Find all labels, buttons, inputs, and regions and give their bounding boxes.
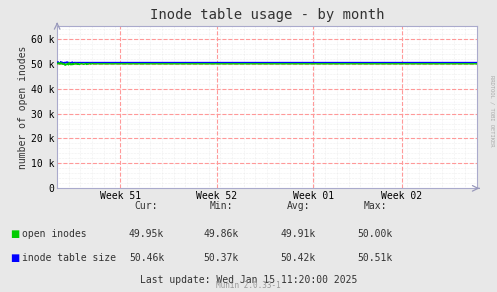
Text: inode table size: inode table size [22,253,116,263]
Text: 49.95k: 49.95k [129,229,164,239]
Text: Min:: Min: [209,201,233,211]
Text: 49.91k: 49.91k [281,229,316,239]
Text: 50.37k: 50.37k [204,253,239,263]
Text: Max:: Max: [363,201,387,211]
Text: Last update: Wed Jan 15 11:20:00 2025: Last update: Wed Jan 15 11:20:00 2025 [140,275,357,285]
Text: 50.46k: 50.46k [129,253,164,263]
Text: RRDTOOL / TOBI OETIKER: RRDTOOL / TOBI OETIKER [490,75,495,147]
Text: 49.86k: 49.86k [204,229,239,239]
Text: ■: ■ [10,253,19,263]
Text: 50.42k: 50.42k [281,253,316,263]
Text: open inodes: open inodes [22,229,87,239]
Text: ■: ■ [10,229,19,239]
Title: Inode table usage - by month: Inode table usage - by month [150,8,384,22]
Text: Avg:: Avg: [286,201,310,211]
Text: 50.00k: 50.00k [358,229,393,239]
Y-axis label: number of open inodes: number of open inodes [18,46,28,169]
Text: 50.51k: 50.51k [358,253,393,263]
Text: Cur:: Cur: [135,201,159,211]
Text: Munin 2.0.33-1: Munin 2.0.33-1 [216,281,281,290]
